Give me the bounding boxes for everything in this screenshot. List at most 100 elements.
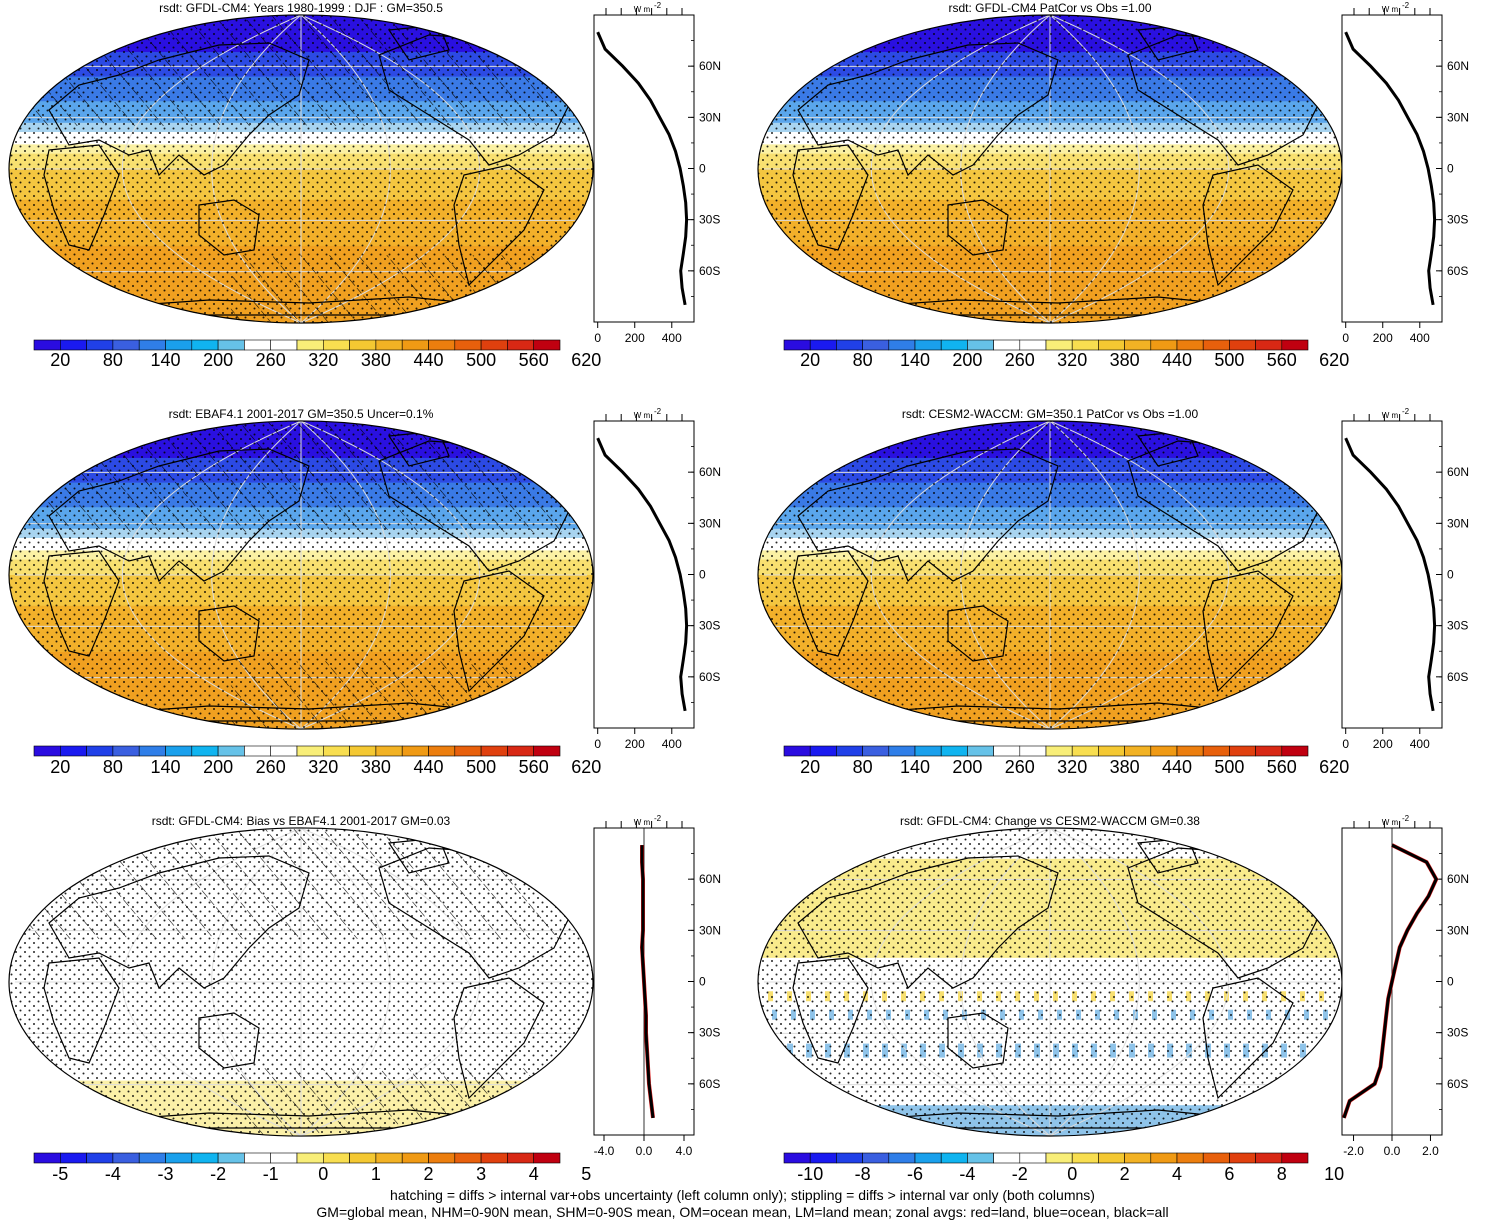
continent-outline xyxy=(947,1012,1009,1069)
map-area xyxy=(758,421,1342,729)
profile-unit-exponent: -2 xyxy=(1402,814,1410,823)
colorbar-box xyxy=(86,339,114,351)
continent-outline xyxy=(1202,570,1294,693)
colorbar-box xyxy=(33,1152,61,1164)
colorbar-box xyxy=(507,339,534,351)
map-area xyxy=(758,15,1342,323)
colorbar-box xyxy=(507,745,534,757)
profile-line-all xyxy=(1342,843,1438,1119)
profile-unit: W m xyxy=(1382,411,1399,420)
colorbar-label: 620 xyxy=(1319,350,1349,370)
colorbar-label: -6 xyxy=(907,1164,923,1184)
colorbar-box xyxy=(244,745,271,757)
map-area xyxy=(758,828,1342,1136)
colorbar-box xyxy=(1281,339,1309,351)
lat-label: 0 xyxy=(699,975,706,989)
colorbar-box xyxy=(967,1152,994,1164)
colorbar-box xyxy=(783,339,811,351)
colorbar-box xyxy=(993,745,1021,757)
colorbar-box xyxy=(112,1152,140,1164)
colorbar-label: 140 xyxy=(900,757,930,777)
continent-outline xyxy=(43,957,120,1064)
colorbar-label: 10 xyxy=(1324,1164,1344,1184)
colorbar-label: 620 xyxy=(571,350,601,370)
colorbar-box xyxy=(428,339,456,351)
colorbar-label: 200 xyxy=(203,757,233,777)
lat-label: 30S xyxy=(1447,619,1468,633)
panel-title: rsdt: GFDL-CM4 PatCor vs Obs =1.00 xyxy=(948,1,1151,15)
lat-label: 60N xyxy=(699,465,721,479)
stippling-overlay xyxy=(758,421,1342,729)
profile-unit: W m xyxy=(1382,5,1399,14)
panel-title: rsdt: GFDL-CM4: Change vs CESM2-WACCM GM… xyxy=(900,814,1200,828)
colorbar-box xyxy=(533,339,561,351)
colorbar-label: 260 xyxy=(1005,757,1035,777)
lat-label: 60S xyxy=(699,1077,720,1091)
colorbar-label: 440 xyxy=(413,757,443,777)
colorbar-label: 380 xyxy=(1110,757,1140,777)
colorbar-box xyxy=(888,339,916,351)
colorbar-box xyxy=(296,339,324,351)
value-label: -4.0 xyxy=(594,1144,615,1158)
continent-outline xyxy=(198,605,260,662)
colorbar-box xyxy=(165,339,193,351)
colorbar-box xyxy=(165,745,193,757)
colorbar-box xyxy=(191,1152,219,1164)
colorbar-box xyxy=(375,339,403,351)
colorbar-label: 3 xyxy=(476,1164,486,1184)
colorbar-box xyxy=(836,745,863,757)
profile-line-all xyxy=(640,845,655,1119)
colorbar-box xyxy=(993,339,1021,351)
colorbar-box xyxy=(86,1152,114,1164)
colorbar-box xyxy=(967,339,994,351)
colorbar-box xyxy=(507,1152,534,1164)
colorbar-box xyxy=(270,1152,298,1164)
value-label: 0 xyxy=(594,737,601,751)
lat-label: 60S xyxy=(699,670,720,684)
continent-outline xyxy=(48,855,310,990)
profile-frame xyxy=(593,420,695,729)
continent-outline xyxy=(797,42,1059,177)
lat-label: 60N xyxy=(699,872,721,886)
profile-line-all xyxy=(596,31,689,306)
colorbar-label: -10 xyxy=(797,1164,823,1184)
continent-outline xyxy=(797,855,1059,990)
colorbar-box xyxy=(270,339,298,351)
colorbar-label: 380 xyxy=(361,350,391,370)
continent-outline xyxy=(453,570,545,693)
colorbar-box xyxy=(862,745,890,757)
colorbar-label: 200 xyxy=(952,757,982,777)
colorbar-label: 200 xyxy=(952,350,982,370)
colorbar-label: 8 xyxy=(1277,1164,1287,1184)
colorbar-box xyxy=(480,1152,508,1164)
colorbar-label: 0 xyxy=(1067,1164,1077,1184)
colorbar-label: -3 xyxy=(157,1164,173,1184)
zonal-profile: W m -2 60N 30N 0 30S 60S 0 200 400 xyxy=(593,407,721,751)
colorbar-box xyxy=(1229,1152,1256,1164)
colorbar-label: 320 xyxy=(308,350,338,370)
continent-outline xyxy=(947,605,1009,662)
lat-label: 30N xyxy=(699,923,721,937)
lat-label: 30S xyxy=(699,213,720,227)
colorbar-box xyxy=(1229,745,1256,757)
colorbar-label: 20 xyxy=(50,757,70,777)
colorbar-box xyxy=(1098,745,1125,757)
lat-label: 60S xyxy=(1447,1077,1468,1091)
band-dash xyxy=(768,1043,774,1058)
panel-2: rsdt: GFDL-CM4 PatCor vs Obs =1.00 20 80 14… xyxy=(757,1,1469,370)
colorbar-label: 320 xyxy=(1057,757,1087,777)
colorbar-box xyxy=(1071,339,1099,351)
profile-unit: W m xyxy=(1382,818,1399,827)
colorbar-label: -4 xyxy=(105,1164,121,1184)
colorbar-box xyxy=(1150,1152,1178,1164)
colorbar-box xyxy=(86,745,114,757)
colorbar-label: 2 xyxy=(423,1164,433,1184)
colorbar-label: 140 xyxy=(900,350,930,370)
stippling-overlay xyxy=(758,828,1342,1136)
colorbar-box xyxy=(1281,745,1309,757)
panel-3: rsdt: EBAF4.1 2001-2017 GM=350.5 Uncer=0… xyxy=(8,407,721,777)
colorbar-label: -2 xyxy=(1012,1164,1028,1184)
hatching-overlay xyxy=(9,828,593,939)
colorbar-box xyxy=(1124,1152,1152,1164)
